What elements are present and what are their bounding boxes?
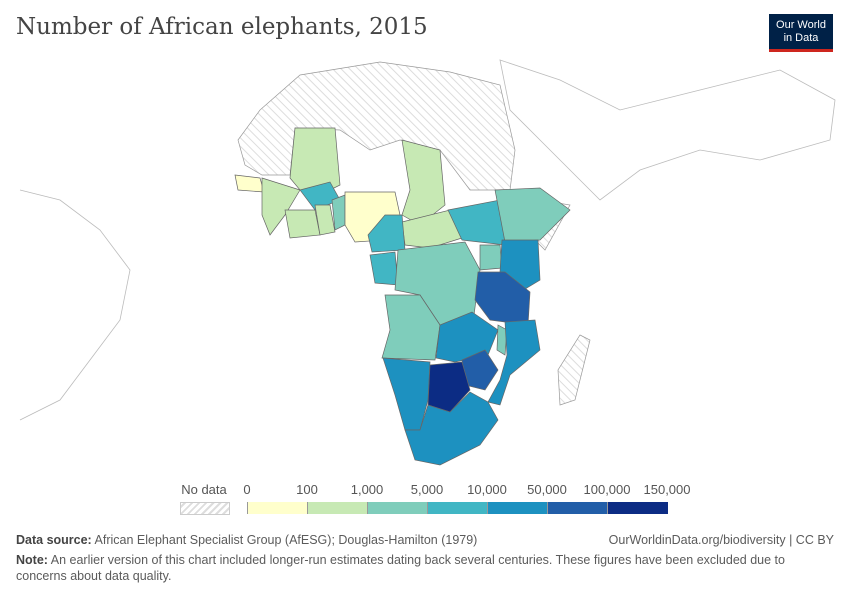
legend-swatch[interactable] bbox=[607, 502, 668, 514]
surrounding-land bbox=[19, 59, 836, 421]
legend-tick-label: 150,000 bbox=[643, 482, 691, 497]
legend: No data 0 100 1,000 5,000 10,000 50,000 100,00… bbox=[0, 480, 850, 520]
country-gabon-congo bbox=[369, 251, 399, 286]
country-senegal bbox=[234, 174, 265, 193]
source-label: Data source: bbox=[16, 533, 92, 547]
legend-swatch[interactable] bbox=[367, 502, 428, 514]
legend-swatch[interactable] bbox=[307, 502, 368, 514]
legend-no-data-label: No data bbox=[181, 482, 227, 497]
legend-swatch[interactable] bbox=[547, 502, 608, 514]
country-mozambique bbox=[487, 319, 541, 406]
legend-tick-label: 0 bbox=[243, 482, 251, 497]
country-ivory bbox=[314, 204, 336, 236]
africa-map[interactable] bbox=[0, 50, 850, 480]
legend-swatch[interactable] bbox=[247, 502, 308, 514]
source-link[interactable]: OurWorldinData.org/biodiversity | CC BY bbox=[608, 533, 834, 547]
country-malawi bbox=[496, 324, 508, 356]
owid-logo[interactable]: Our World in Data bbox=[769, 14, 833, 52]
source-text: African Elephant Specialist Group (AfESG… bbox=[94, 533, 478, 547]
chart-title: Number of African elephants, 2015 bbox=[16, 14, 428, 40]
legend-tick-label: 1,000 bbox=[350, 482, 384, 497]
legend-tick-label: 5,000 bbox=[410, 482, 444, 497]
footer: Data source: African Elephant Specialist… bbox=[16, 532, 834, 584]
country-cameroon bbox=[367, 214, 406, 253]
country-west-africa bbox=[261, 177, 301, 236]
note-label: Note: bbox=[16, 553, 48, 567]
legend-no-data-swatch bbox=[180, 502, 230, 515]
logo-line1: Our World bbox=[776, 19, 826, 31]
legend-swatch[interactable] bbox=[427, 502, 488, 514]
legend-tick-label: 10,000 bbox=[467, 482, 507, 497]
country-chad bbox=[401, 139, 446, 226]
country-mali bbox=[289, 127, 341, 196]
legend-tick-label: 50,000 bbox=[527, 482, 567, 497]
country-uganda bbox=[479, 244, 503, 271]
legend-tick-label: 100,000 bbox=[583, 482, 631, 497]
data-countries[interactable] bbox=[234, 127, 571, 466]
country-namibia bbox=[382, 357, 431, 431]
note-text: An earlier version of this chart include… bbox=[16, 553, 785, 583]
country-botswana bbox=[427, 361, 471, 413]
legend-tick-label: 100 bbox=[296, 482, 318, 497]
country-ethiopia bbox=[494, 187, 571, 243]
legend-swatch[interactable] bbox=[487, 502, 548, 514]
country-south-africa bbox=[404, 391, 499, 466]
country-angola bbox=[381, 294, 441, 361]
logo-line2: in Data bbox=[783, 32, 819, 44]
country-ghana bbox=[284, 209, 321, 239]
